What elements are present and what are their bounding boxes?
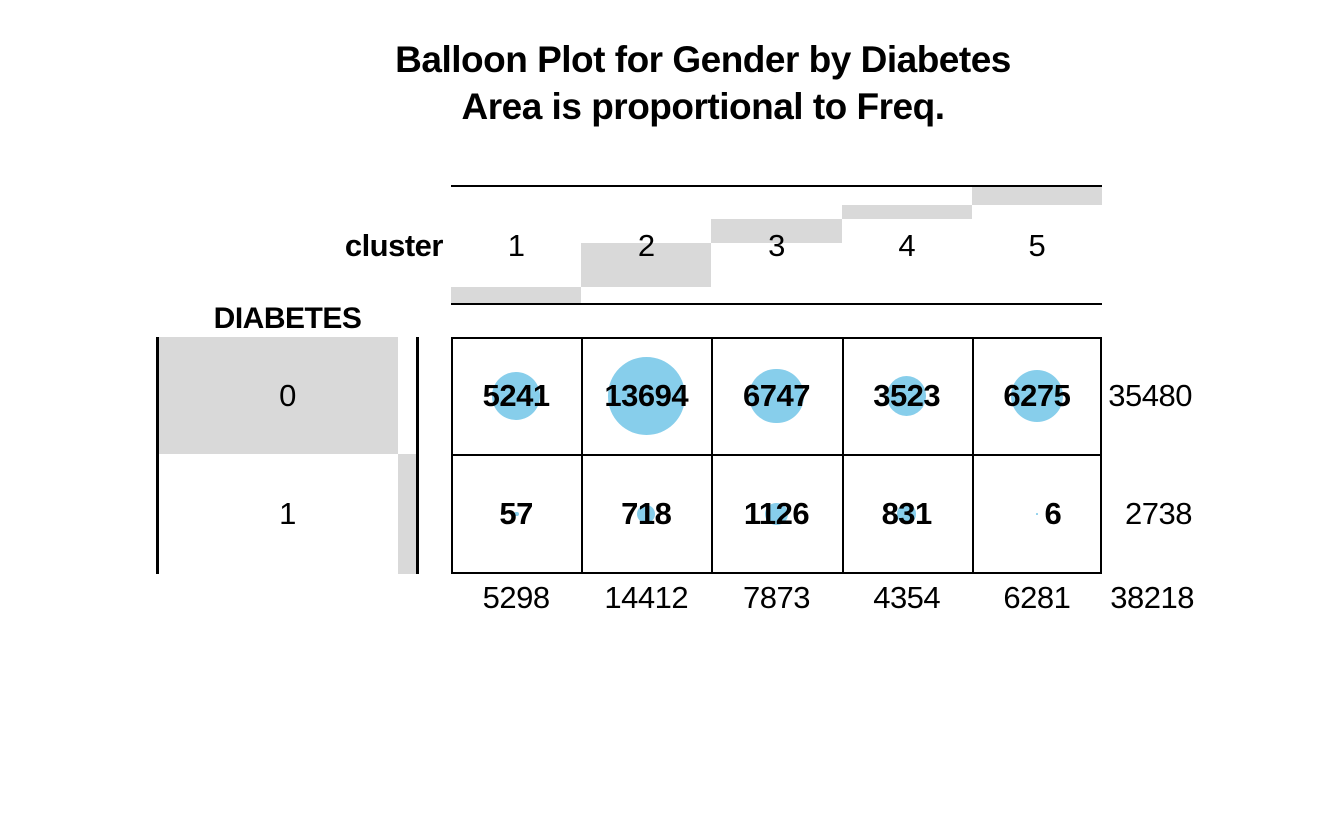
balloon [897, 504, 917, 524]
cell-value: 1126 [743, 496, 810, 531]
column-margin-bar [971, 186, 1102, 206]
balloon [749, 368, 804, 424]
column-total: 5298 [482, 580, 550, 615]
chart-title-line1: Balloon Plot for Gender by Diabetes [395, 39, 1011, 80]
balloon [513, 511, 519, 517]
column-margin-bar [841, 205, 972, 219]
balloon [1010, 369, 1064, 423]
column-label: 1 [507, 228, 525, 263]
balloon [887, 376, 927, 416]
cell-value: 6 [1044, 496, 1062, 531]
grand-total: 38218 [1110, 580, 1194, 615]
balloon [765, 502, 788, 526]
cell-value: 718 [621, 496, 672, 531]
balloon [1036, 513, 1038, 515]
column-total: 4354 [873, 580, 941, 615]
row-variable-label: DIABETES [213, 302, 362, 335]
cell-value: 3523 [873, 378, 941, 413]
column-margin-bar [711, 218, 842, 243]
row-label: 0 [279, 378, 296, 413]
cell-value: 5241 [482, 378, 550, 413]
column-variable-label: cluster [344, 228, 444, 263]
column-header-bottom-rule [451, 303, 1102, 305]
row-margin-bar [397, 454, 416, 574]
chart-title-line2: Area is proportional to Freq. [461, 86, 946, 127]
chart-title: Balloon Plot for Gender by Diabetes Area… [352, 36, 1054, 130]
table-row-divider [451, 454, 1102, 456]
cell-value: 831 [881, 496, 933, 531]
row-margin-bar [159, 337, 398, 454]
column-header-top-rule [451, 185, 1102, 187]
cell-value: 6275 [1003, 378, 1071, 413]
column-label: 3 [768, 228, 785, 263]
balloon [637, 505, 656, 523]
row-label-left-rule [156, 337, 159, 574]
column-total: 6281 [1003, 580, 1071, 615]
cell-value: 6747 [743, 378, 810, 413]
cell-value: 13694 [604, 378, 689, 413]
row-total: 35480 [1108, 378, 1192, 413]
balloon [607, 357, 685, 435]
column-margin-bar [581, 242, 712, 287]
row-label-right-rule [416, 337, 419, 574]
column-label: 5 [1028, 228, 1046, 263]
row-label: 1 [279, 496, 296, 531]
column-label: 4 [898, 228, 916, 263]
column-total: 7873 [743, 580, 810, 615]
balloon [492, 372, 540, 420]
column-total: 14412 [604, 580, 689, 615]
column-label: 2 [637, 228, 655, 263]
row-total: 2738 [1125, 496, 1192, 531]
cell-value: 57 [499, 496, 533, 531]
column-margin-bar [451, 286, 582, 303]
